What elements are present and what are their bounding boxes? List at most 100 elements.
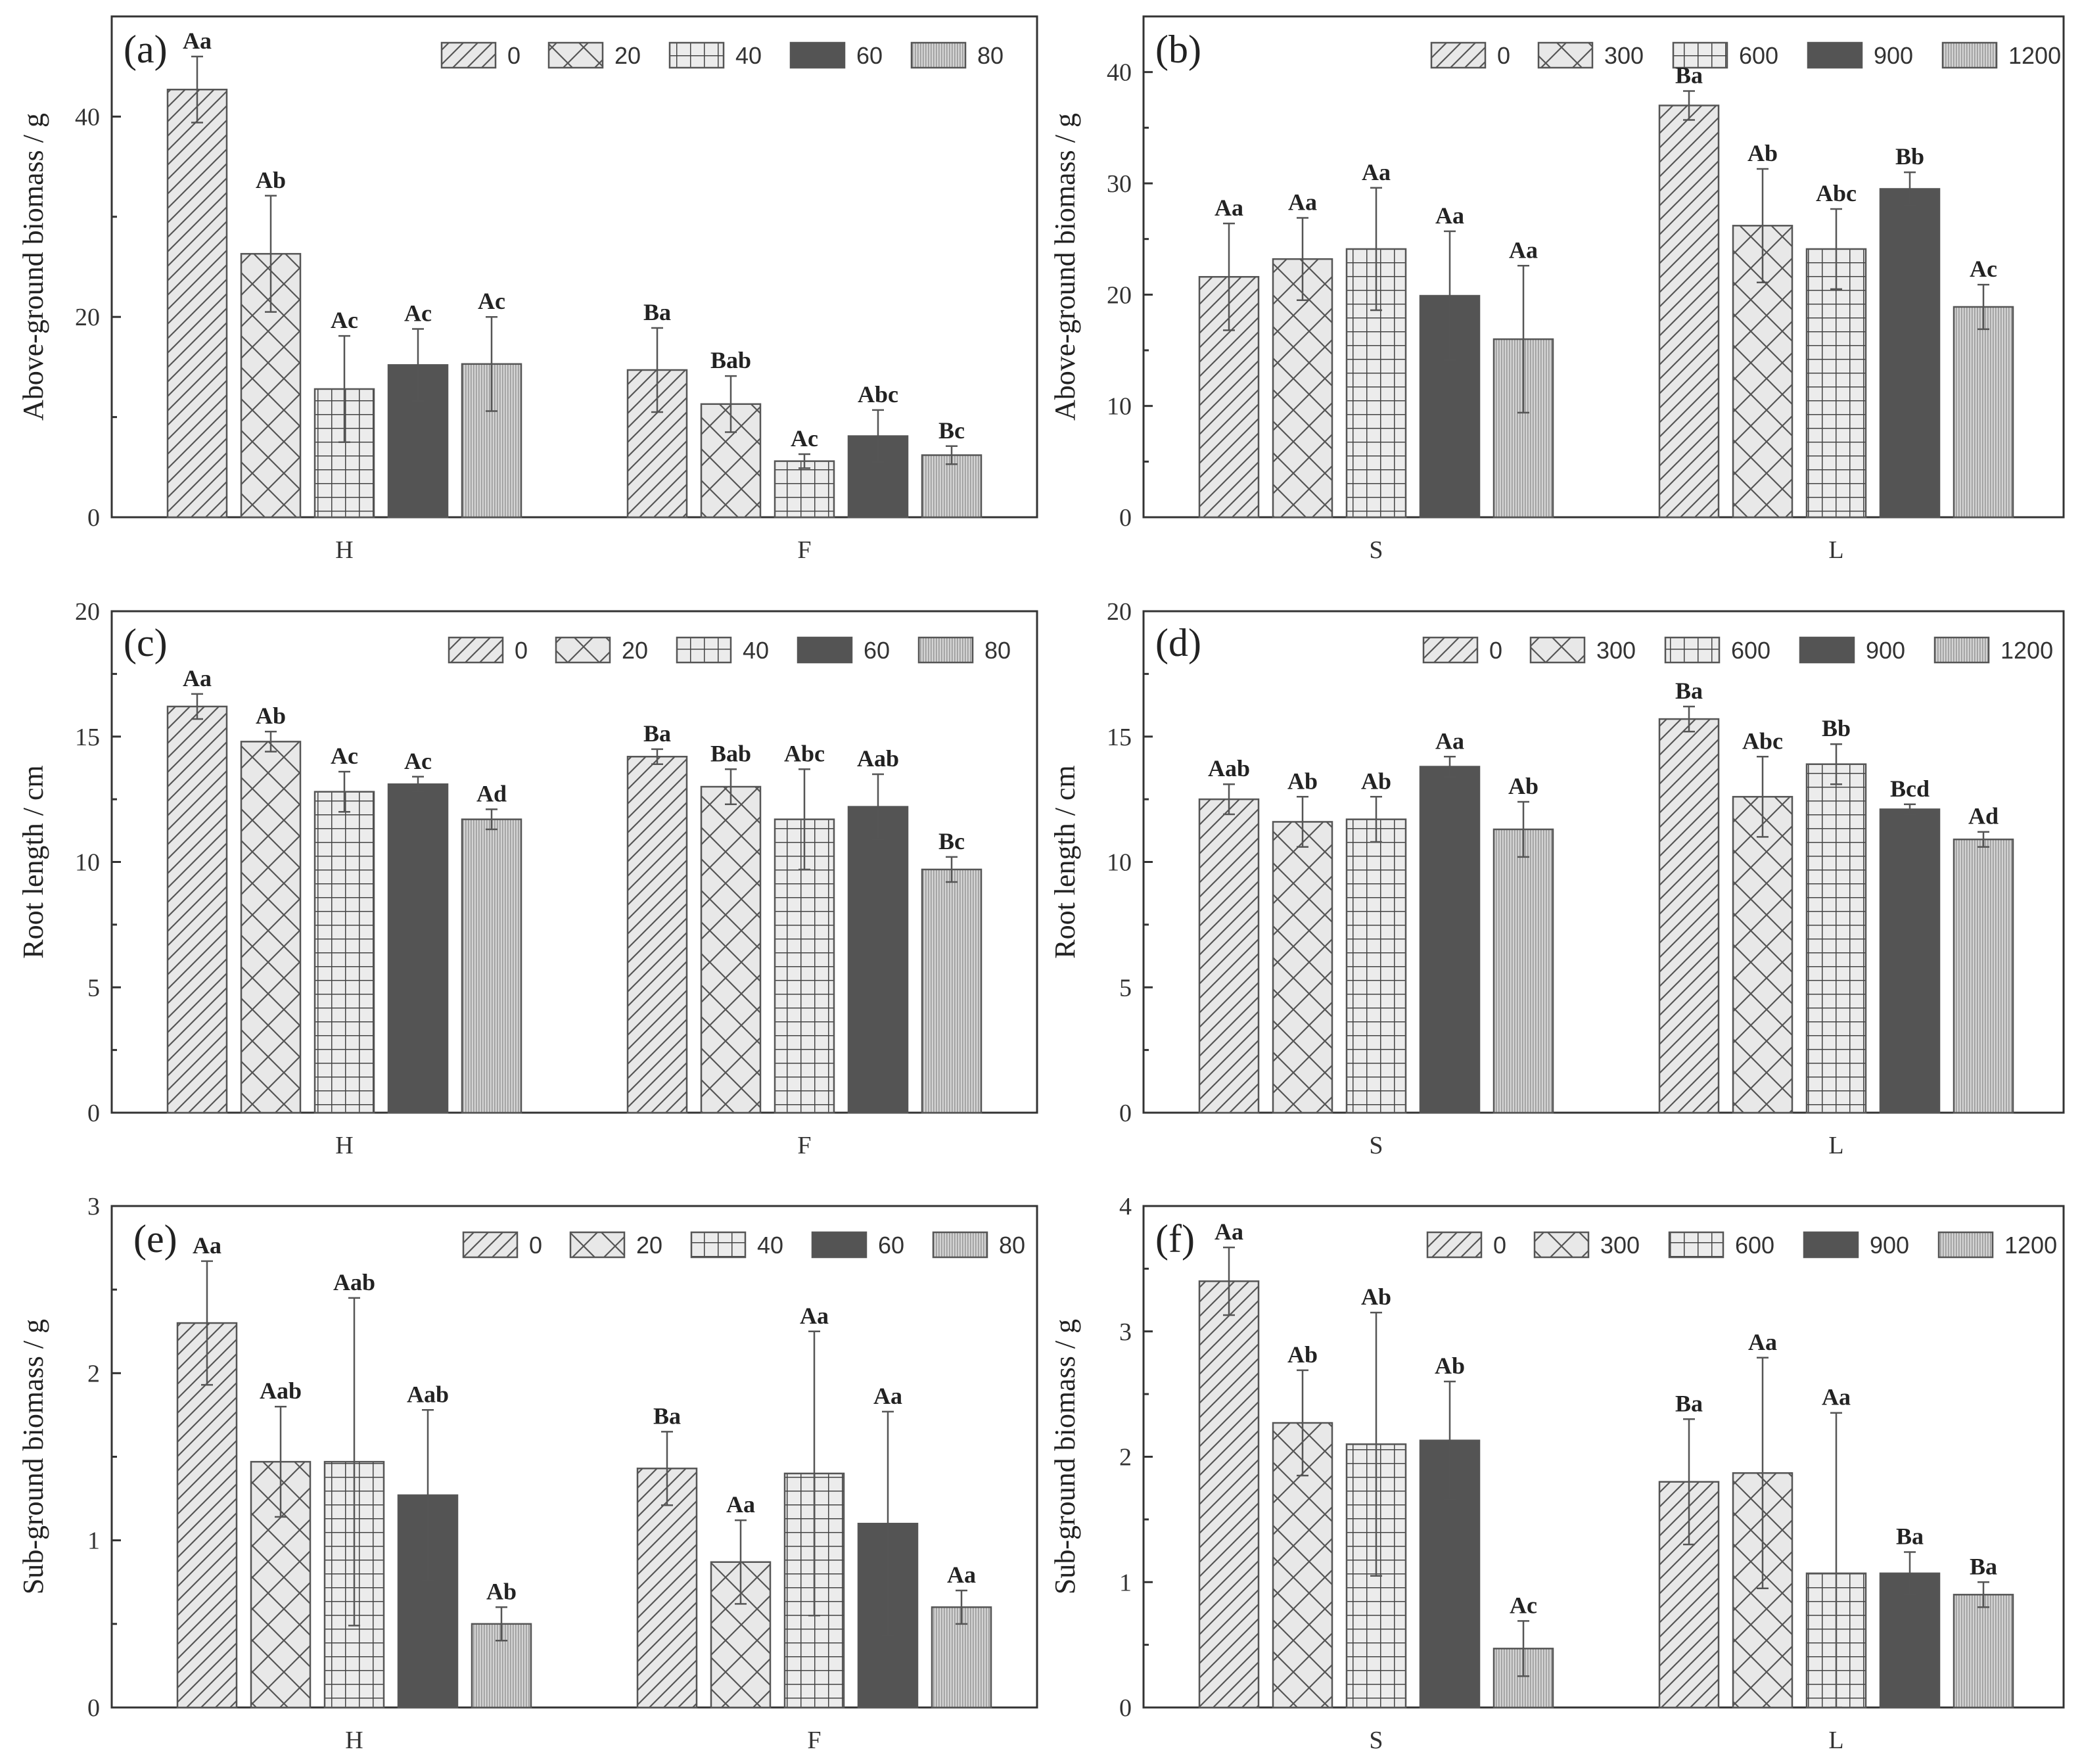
bar	[1272, 258, 1333, 519]
legend-swatch	[910, 41, 967, 69]
legend-swatch	[555, 636, 611, 664]
legend-label: 20	[622, 637, 648, 664]
significance-label: Ac	[1510, 1592, 1537, 1618]
bar	[1658, 718, 1720, 1114]
bar	[1805, 248, 1867, 519]
legend-label: 600	[1731, 637, 1770, 664]
legend-label: 300	[1604, 42, 1644, 69]
y-tick-label: 0	[87, 504, 100, 532]
legend-label: 0	[529, 1232, 542, 1259]
legend-label: 300	[1600, 1232, 1640, 1259]
legend-label: 40	[743, 637, 769, 664]
y-tick-label: 5	[87, 974, 100, 1002]
legend-label: 80	[977, 42, 1004, 69]
legend-swatch	[1533, 1231, 1590, 1259]
x-category-label: S	[1369, 536, 1383, 564]
bar	[176, 1322, 238, 1709]
bar	[1879, 1572, 1941, 1709]
y-axis-label: Root length / cm	[1049, 765, 1081, 959]
bar	[1272, 821, 1333, 1114]
significance-label: Ac	[404, 748, 432, 774]
significance-label: Aa	[947, 1562, 976, 1588]
legend-swatch	[1807, 41, 1863, 69]
significance-label: Aa	[726, 1491, 755, 1518]
bar	[847, 806, 909, 1114]
significance-label: Aa	[1435, 728, 1464, 754]
significance-label: Ab	[256, 167, 286, 193]
y-axis-label: Sub-ground biomass / g	[17, 1319, 49, 1594]
y-tick-label: 15	[1107, 724, 1132, 751]
significance-label: Bcd	[1890, 776, 1930, 802]
significance-label: Ac	[404, 300, 432, 326]
significance-label: Aa	[183, 28, 212, 54]
y-tick-label: 0	[1119, 1100, 1132, 1127]
bar	[240, 741, 302, 1114]
significance-label: Aab	[1208, 755, 1250, 781]
legend-swatch	[789, 41, 846, 69]
significance-label: Ac	[331, 743, 358, 769]
bar	[1732, 1472, 1793, 1709]
y-tick-label: 3	[1119, 1318, 1132, 1346]
significance-label: Ab	[1287, 768, 1318, 794]
significance-label: Ab	[256, 703, 286, 729]
legend-swatch	[1422, 636, 1479, 664]
bar	[1805, 763, 1867, 1114]
bar	[166, 705, 228, 1114]
legend-swatch	[676, 636, 732, 664]
legend-label: 60	[864, 637, 890, 664]
panel-e: 0 1 2 3 Sub-ground biomass / g (e) 0 20 40 60 80 Aa…	[17, 1193, 1038, 1754]
legend-label: 80	[999, 1232, 1025, 1259]
x-category-label: L	[1828, 1132, 1843, 1159]
legend-label: 40	[735, 42, 762, 69]
bar	[1879, 188, 1941, 519]
legend-swatch	[917, 636, 974, 664]
legend-label: 300	[1596, 637, 1636, 664]
y-tick-label: 10	[1107, 849, 1132, 877]
significance-label: Ac	[1970, 256, 1997, 282]
legend-swatch	[1529, 636, 1586, 664]
significance-label: Ac	[331, 307, 358, 333]
legend-label: 0	[1497, 42, 1510, 69]
significance-label: Bb	[1895, 143, 1924, 170]
legend-label: 0	[507, 42, 520, 69]
panel-c: 0 5 10 15 20 Root length / cm (c) 0 20 40 60 80 Aa Ab…	[17, 598, 1038, 1159]
y-tick-label: 20	[75, 304, 100, 331]
y-tick-label: 20	[1107, 598, 1132, 626]
significance-label: Bc	[938, 417, 965, 444]
y-tick-label: 20	[75, 598, 100, 626]
y-tick-label: 0	[1119, 504, 1132, 532]
bar	[700, 785, 762, 1114]
significance-label: Aa	[1288, 189, 1317, 215]
legend-label: 1200	[2004, 1232, 2057, 1259]
significance-label: Ab	[1361, 1284, 1391, 1310]
legend-label: 0	[1489, 637, 1502, 664]
y-tick-label: 10	[75, 849, 100, 877]
significance-label: Aa	[1214, 1219, 1243, 1245]
panel-tag: (d)	[1155, 621, 1201, 664]
panel-tag: (a)	[124, 28, 168, 71]
significance-label: Bb	[1822, 715, 1851, 741]
panel-b: 0 10 20 30 40 Above-ground biomass / g (b) 0 300…	[1049, 15, 2065, 564]
significance-label: Ba	[1896, 1523, 1924, 1549]
significance-label: Aa	[183, 665, 212, 691]
legend-label: 900	[1870, 1232, 1909, 1259]
legend-swatch	[547, 41, 604, 69]
significance-label: Aa	[1822, 1384, 1851, 1410]
bar	[313, 791, 375, 1114]
legend-swatch	[440, 41, 497, 69]
significance-label: Ab	[1287, 1341, 1318, 1368]
significance-label: Aa	[193, 1232, 221, 1259]
legend-swatch	[1537, 41, 1594, 69]
legend-swatch	[797, 636, 853, 664]
legend-swatch	[569, 1231, 626, 1259]
significance-label: Aab	[260, 1378, 302, 1404]
legend-swatch	[1803, 1231, 1859, 1259]
legend-label: 600	[1739, 42, 1778, 69]
bar	[1198, 798, 1260, 1114]
significance-label: Aab	[407, 1381, 449, 1407]
significance-label: Ba	[643, 299, 671, 325]
bar	[1953, 306, 2014, 519]
bar	[1879, 808, 1941, 1114]
bar	[1658, 104, 1720, 519]
